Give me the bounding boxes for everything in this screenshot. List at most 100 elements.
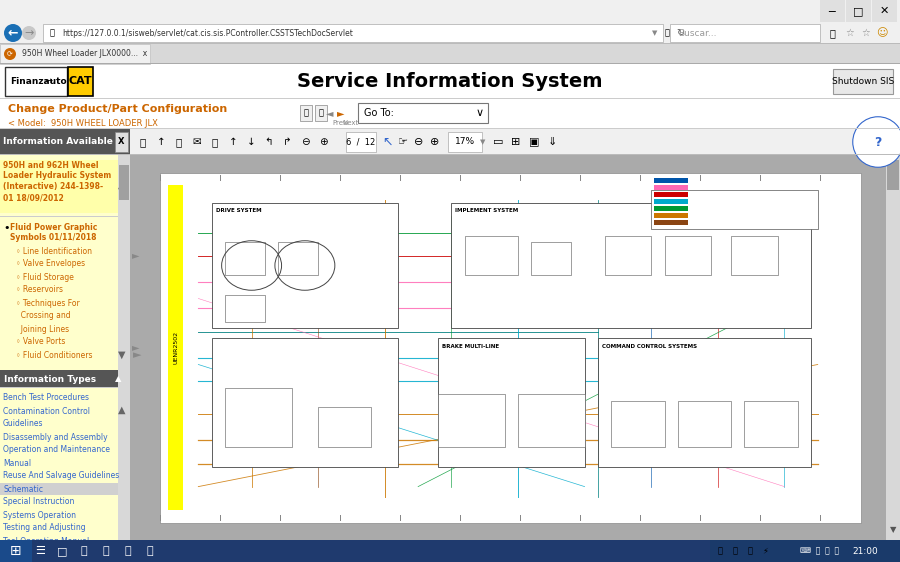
Bar: [448, 132, 482, 152]
Text: ▼: ▼: [118, 350, 126, 360]
Bar: [118, 155, 130, 540]
Bar: [654, 178, 688, 183]
Text: 950H Wheel Loader JLX0000...  x: 950H Wheel Loader JLX0000... x: [22, 49, 148, 58]
Text: Testing and Adjusting: Testing and Adjusting: [3, 523, 86, 533]
Text: →: →: [24, 28, 33, 38]
Bar: [0, 370, 118, 388]
Circle shape: [22, 26, 36, 40]
Bar: [0, 540, 900, 562]
Text: 🔒: 🔒: [50, 29, 55, 38]
Text: ☆: ☆: [846, 28, 854, 38]
Bar: [518, 394, 585, 447]
Text: Guidelines: Guidelines: [3, 419, 43, 428]
Text: Prev: Prev: [332, 120, 347, 126]
Text: ►: ►: [338, 108, 345, 118]
Text: Contamination Control: Contamination Control: [3, 406, 90, 415]
Text: ↰: ↰: [265, 137, 274, 147]
Bar: [225, 242, 265, 275]
Bar: [887, 160, 899, 190]
Text: 01 18/09/2012: 01 18/09/2012: [3, 193, 64, 202]
Text: ▼: ▼: [652, 30, 658, 36]
Text: ◄: ◄: [135, 543, 140, 550]
Text: (Interactive) 244-1398-: (Interactive) 244-1398-: [3, 183, 104, 192]
Text: ▼: ▼: [890, 525, 896, 534]
Text: COMMAND CONTROL SYSTEMS: COMMAND CONTROL SYSTEMS: [602, 343, 697, 348]
Text: 🔔: 🔔: [717, 546, 723, 555]
Bar: [664, 236, 711, 275]
Text: 🖥: 🖥: [81, 546, 87, 556]
Bar: [160, 173, 861, 523]
Text: Crossing and: Crossing and: [16, 311, 70, 320]
Text: □: □: [57, 546, 68, 556]
Bar: [0, 129, 900, 155]
Text: ←: ←: [8, 26, 18, 39]
Text: ⟳: ⟳: [7, 51, 13, 57]
Text: 🌐: 🌐: [733, 546, 737, 555]
Text: Information Types: Information Types: [4, 374, 96, 383]
Text: Systems Operation: Systems Operation: [3, 510, 76, 519]
Text: 🖥: 🖥: [303, 108, 309, 117]
Text: □: □: [853, 6, 863, 16]
Bar: [654, 206, 688, 211]
Bar: [678, 401, 731, 447]
Text: ✕: ✕: [879, 6, 888, 16]
Text: Service Information System: Service Information System: [297, 72, 603, 91]
Bar: [225, 295, 265, 321]
Bar: [611, 401, 664, 447]
Text: 21:00: 21:00: [852, 546, 878, 555]
Text: ►: ►: [133, 350, 141, 360]
Text: 🔍: 🔍: [829, 28, 835, 38]
Bar: [654, 220, 688, 225]
Text: ◦ Valve Ports: ◦ Valve Ports: [16, 338, 66, 347]
Text: Operation and Maintenance: Operation and Maintenance: [3, 446, 110, 455]
Text: Schematic: Schematic: [3, 484, 43, 493]
Bar: [115, 132, 128, 152]
Text: ⊞: ⊞: [10, 544, 22, 558]
Text: ◦ Valve Envelopes: ◦ Valve Envelopes: [16, 260, 86, 269]
Bar: [744, 401, 797, 447]
Bar: [358, 103, 488, 123]
Bar: [0, 155, 130, 540]
Text: ↑: ↑: [229, 137, 238, 147]
Text: ↻: ↻: [676, 28, 684, 38]
Text: ◄: ◄: [326, 108, 334, 118]
Text: 💾: 💾: [140, 137, 146, 147]
Bar: [300, 105, 312, 121]
Bar: [130, 540, 886, 553]
Text: ►: ►: [132, 342, 140, 352]
Text: ─: ─: [829, 6, 835, 16]
Text: ✉: ✉: [193, 137, 202, 147]
Text: Fluid Power Graphic: Fluid Power Graphic: [10, 224, 97, 233]
Bar: [43, 24, 663, 42]
Bar: [0, 540, 130, 553]
Bar: [346, 132, 376, 152]
Text: 🌐: 🌐: [103, 546, 109, 556]
Text: 6  /  12: 6 / 12: [346, 138, 375, 147]
Text: ☆: ☆: [861, 28, 870, 38]
Text: →: →: [45, 76, 53, 87]
Text: X: X: [118, 138, 124, 147]
Bar: [212, 203, 398, 328]
Text: Disassembly and Assembly: Disassembly and Assembly: [3, 433, 108, 442]
Bar: [0, 128, 900, 129]
Circle shape: [4, 24, 22, 42]
Text: ⊖: ⊖: [414, 137, 424, 147]
Bar: [464, 236, 518, 275]
Text: ▭: ▭: [493, 137, 503, 147]
Text: Symbols 01/11/2018: Symbols 01/11/2018: [10, 233, 96, 242]
Text: Finanzauto: Finanzauto: [10, 77, 67, 86]
Text: Special Instruction: Special Instruction: [3, 497, 75, 506]
Text: ⊕: ⊕: [319, 137, 328, 147]
Bar: [605, 236, 652, 275]
Text: Bench Test Procedures: Bench Test Procedures: [3, 393, 89, 402]
Bar: [0, 483, 118, 495]
Bar: [0, 63, 900, 64]
Text: ↑: ↑: [157, 137, 166, 147]
Text: ?: ?: [874, 135, 882, 148]
Bar: [872, 0, 897, 22]
Text: BRAKE MULTI-LINE: BRAKE MULTI-LINE: [442, 343, 500, 348]
Text: https://127.0.0.1/sisweb/servlet/cat.cis.sis.PController.CSSTSTechDocServlet: https://127.0.0.1/sisweb/servlet/cat.cis…: [62, 29, 353, 38]
Text: ◦ Techniques For: ◦ Techniques For: [16, 298, 80, 307]
Bar: [118, 540, 130, 553]
Text: 🖨: 🖨: [176, 137, 182, 147]
